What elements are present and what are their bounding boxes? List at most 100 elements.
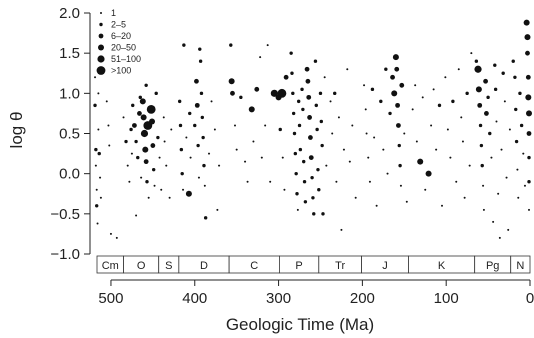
data-point <box>198 59 203 63</box>
data-point <box>318 91 323 96</box>
period-label: J <box>382 260 388 272</box>
data-point <box>483 78 488 84</box>
data-point <box>384 67 388 71</box>
period-label: Cm <box>102 260 119 272</box>
data-points <box>93 19 532 239</box>
data-point <box>150 143 156 148</box>
data-point <box>264 124 267 127</box>
data-point <box>346 68 349 71</box>
legend-label: 6–20 <box>111 31 131 41</box>
data-point <box>194 102 200 108</box>
data-point <box>277 88 287 98</box>
data-point <box>305 78 311 84</box>
data-point <box>138 95 142 100</box>
data-point <box>140 114 147 121</box>
data-point <box>468 164 471 167</box>
data-point <box>178 123 183 128</box>
data-point <box>518 91 522 96</box>
data-point <box>432 88 435 91</box>
data-point <box>474 59 479 63</box>
data-point <box>525 94 532 101</box>
data-point <box>516 168 519 171</box>
data-point <box>411 108 414 111</box>
data-point <box>405 200 408 203</box>
y-tick-label: 1.5 <box>59 45 80 62</box>
data-point <box>391 90 398 97</box>
data-point <box>314 103 318 108</box>
data-point <box>278 127 282 132</box>
data-point <box>201 135 205 140</box>
data-point <box>395 102 400 108</box>
data-point <box>94 76 97 79</box>
data-point <box>337 116 340 119</box>
data-point <box>291 91 295 96</box>
data-point <box>528 208 530 211</box>
data-point <box>398 163 402 168</box>
data-point <box>470 52 473 55</box>
data-point <box>425 170 432 177</box>
data-point <box>444 76 447 79</box>
legend-marker <box>97 55 105 63</box>
x-tick-label: 0 <box>526 290 534 307</box>
data-point <box>392 54 399 61</box>
data-point <box>142 146 149 153</box>
data-point <box>370 87 375 92</box>
data-point <box>524 34 531 41</box>
data-point <box>97 151 101 156</box>
data-point <box>312 212 316 216</box>
data-point <box>147 196 150 199</box>
data-point <box>446 128 449 131</box>
data-point <box>320 143 324 148</box>
data-point <box>403 132 406 135</box>
data-point <box>228 78 235 85</box>
data-point <box>317 188 321 192</box>
data-point <box>480 163 484 168</box>
data-point <box>463 196 466 199</box>
data-point <box>290 71 294 75</box>
data-point <box>293 151 298 156</box>
period-label: P <box>295 260 302 272</box>
data-point <box>200 115 205 120</box>
data-point <box>335 180 338 183</box>
period-label: S <box>165 260 172 272</box>
data-point <box>503 100 506 103</box>
data-point <box>254 86 260 92</box>
data-point <box>94 147 98 152</box>
data-point <box>135 214 138 217</box>
x-tick-label: 500 <box>98 290 123 307</box>
data-point <box>342 148 345 151</box>
data-point <box>140 129 149 138</box>
data-point <box>493 87 498 92</box>
data-point <box>260 156 263 159</box>
legend-marker <box>98 33 104 39</box>
data-point <box>415 140 418 143</box>
data-point <box>511 59 515 63</box>
period-label: C <box>250 260 258 272</box>
data-point <box>213 128 216 131</box>
period-bar: Cm O S D C P Tr J K Pg N <box>96 255 531 274</box>
data-point <box>96 222 99 225</box>
x-tick-label: 300 <box>266 290 291 307</box>
data-point <box>233 124 236 127</box>
data-point <box>188 111 192 116</box>
data-point <box>95 188 98 191</box>
data-point <box>180 171 184 176</box>
data-point <box>507 228 510 231</box>
data-point <box>390 74 395 80</box>
legend-label: 1 <box>111 8 116 18</box>
data-point <box>311 196 315 200</box>
data-point <box>306 94 312 100</box>
data-point <box>313 59 318 63</box>
data-point <box>235 148 238 151</box>
data-point <box>244 160 247 163</box>
data-point <box>430 124 433 127</box>
data-point <box>283 188 286 191</box>
data-point <box>517 196 520 199</box>
data-point <box>449 156 452 159</box>
data-point <box>461 140 464 143</box>
data-point <box>248 106 255 113</box>
y-tick-label: 0.0 <box>59 166 80 183</box>
data-point <box>94 164 97 167</box>
data-point <box>170 128 173 131</box>
data-point <box>294 171 298 176</box>
